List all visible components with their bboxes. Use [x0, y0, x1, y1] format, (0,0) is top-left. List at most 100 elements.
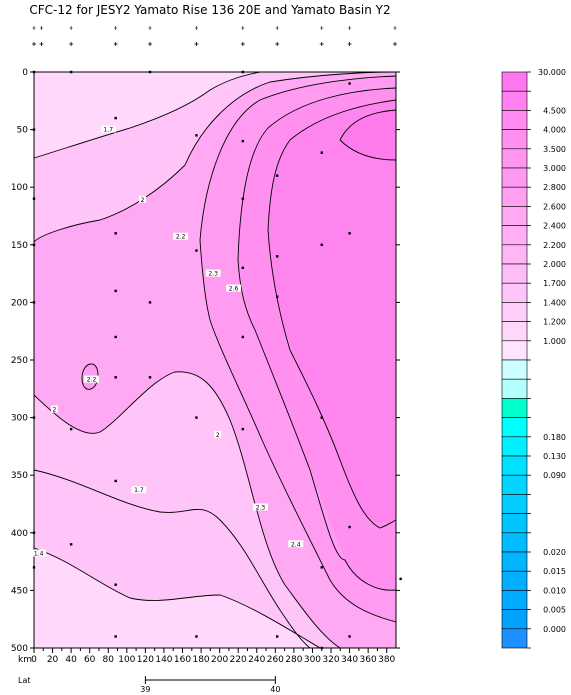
- y-tick-label: 150: [11, 241, 28, 251]
- colorbar-swatch: [501, 590, 528, 610]
- colorbar-swatch: [501, 494, 528, 514]
- sample-point: [195, 134, 198, 137]
- station-cross: [194, 42, 199, 46]
- sample-point: [114, 635, 117, 638]
- x-tick-label: 340: [341, 655, 358, 665]
- colorbar-swatch: [501, 455, 528, 476]
- colorbar-swatch: [501, 609, 528, 630]
- station-id-mark: [320, 26, 324, 30]
- sample-point: [320, 416, 323, 419]
- y-tick-label: 0: [22, 68, 28, 78]
- contour-label: 2: [53, 407, 57, 414]
- x-tick-label: 120: [137, 655, 154, 665]
- colorbar-swatch: [501, 340, 528, 361]
- colorbar-label: 2.800: [543, 183, 566, 192]
- contour-label: 2: [141, 197, 145, 204]
- colorbar-label: 0.130: [543, 452, 566, 461]
- colorbar-label: 4.000: [543, 126, 566, 135]
- colorbar-swatch: [501, 532, 528, 553]
- colorbar-swatch: [501, 513, 528, 534]
- y-tick-label: 400: [11, 529, 28, 539]
- contour-label-bg: [252, 503, 268, 511]
- sample-points: [32, 70, 402, 650]
- station-id-mark: [348, 26, 352, 30]
- colorbar-swatch: [501, 148, 528, 169]
- sample-point: [148, 301, 152, 304]
- station-cross: [113, 42, 118, 46]
- contour-label: 2.3: [256, 504, 266, 511]
- contour-label: 2: [216, 432, 220, 439]
- region-1-4-upper-left: [34, 72, 260, 158]
- sample-point: [32, 128, 36, 131]
- colorbar-label: 0.180: [543, 433, 566, 442]
- contour-label-bg: [226, 284, 242, 292]
- contour-label-bg: [50, 405, 58, 413]
- x-tick-label: 20: [47, 655, 59, 665]
- colorbar-label: 1.000: [543, 337, 566, 346]
- sample-point: [32, 566, 36, 569]
- y-tick-label: 50: [17, 126, 29, 136]
- colorbar-label: 4.500: [543, 106, 566, 115]
- colorbar-label: 0.015: [543, 567, 566, 576]
- latitude-bar: Lat 39 40: [18, 676, 280, 694]
- colorbar-swatch: [501, 551, 528, 572]
- colorbar-swatch: [501, 90, 528, 111]
- sample-point: [114, 479, 117, 483]
- x-tick-label: 0: [31, 655, 37, 665]
- colorbar-swatch: [501, 302, 528, 322]
- station-cross: [39, 42, 44, 46]
- contour-label-bg: [205, 269, 221, 277]
- sample-point: [275, 635, 279, 638]
- sample-point: [32, 416, 36, 419]
- sample-point: [320, 243, 323, 246]
- station-id-mark: [393, 26, 397, 30]
- station-id-mark: [39, 26, 43, 30]
- x-tick-label: 140: [155, 655, 172, 665]
- x-tick-label: 220: [230, 655, 247, 665]
- contour-label: 2.6: [229, 286, 239, 293]
- x-tick-label: 60: [84, 655, 96, 665]
- x-tick-label: 40: [65, 655, 77, 665]
- lat-axis-label: Lat: [18, 676, 31, 685]
- sample-point: [348, 635, 351, 638]
- colorbar-label: 0.000: [543, 625, 566, 634]
- colorbar-label: 3.500: [543, 145, 566, 154]
- colorbar-swatch: [501, 110, 528, 130]
- sample-point: [195, 635, 198, 638]
- colorbar-swatch: [501, 417, 528, 438]
- region-1-4-bottom: [34, 548, 320, 648]
- x-tick-label: 300: [304, 655, 321, 665]
- sample-point: [320, 151, 323, 154]
- sample-point: [148, 376, 152, 379]
- x-tick-label: 100: [118, 655, 135, 665]
- station-id-mark: [32, 26, 36, 30]
- station-id-mark: [114, 26, 118, 30]
- colorbar-swatch: [501, 398, 528, 418]
- sample-point: [114, 376, 117, 379]
- sample-point: [348, 82, 351, 85]
- contour-lines: [34, 72, 396, 648]
- region-2-8: [340, 110, 396, 160]
- colorbar-swatch: [501, 71, 528, 92]
- x-tick-label: 360: [360, 655, 377, 665]
- x-tick-label: 280: [285, 655, 302, 665]
- colorbar-label: 30.000: [538, 68, 566, 77]
- plot-area: [34, 72, 396, 648]
- sample-point: [32, 70, 36, 74]
- colorbar-swatch: [501, 628, 528, 649]
- y-tick-label: 350: [11, 471, 28, 481]
- station-id-mark: [148, 26, 152, 30]
- y-tick-label: 200: [11, 298, 28, 308]
- contour-label-bg: [173, 232, 189, 240]
- station-id-mark: [275, 26, 279, 30]
- colorbar-label: 0.010: [543, 586, 566, 595]
- sample-point: [241, 139, 245, 143]
- x-axis-label: km: [18, 655, 32, 665]
- sample-point: [32, 197, 36, 200]
- sample-point: [195, 416, 198, 419]
- contour-labels: 1.7 2 2.2 2.3 2.6 2.2 2 2 1.7 2.3 2.4 1.4: [31, 125, 304, 558]
- sample-point: [320, 566, 323, 569]
- station-id-mark: [241, 26, 245, 30]
